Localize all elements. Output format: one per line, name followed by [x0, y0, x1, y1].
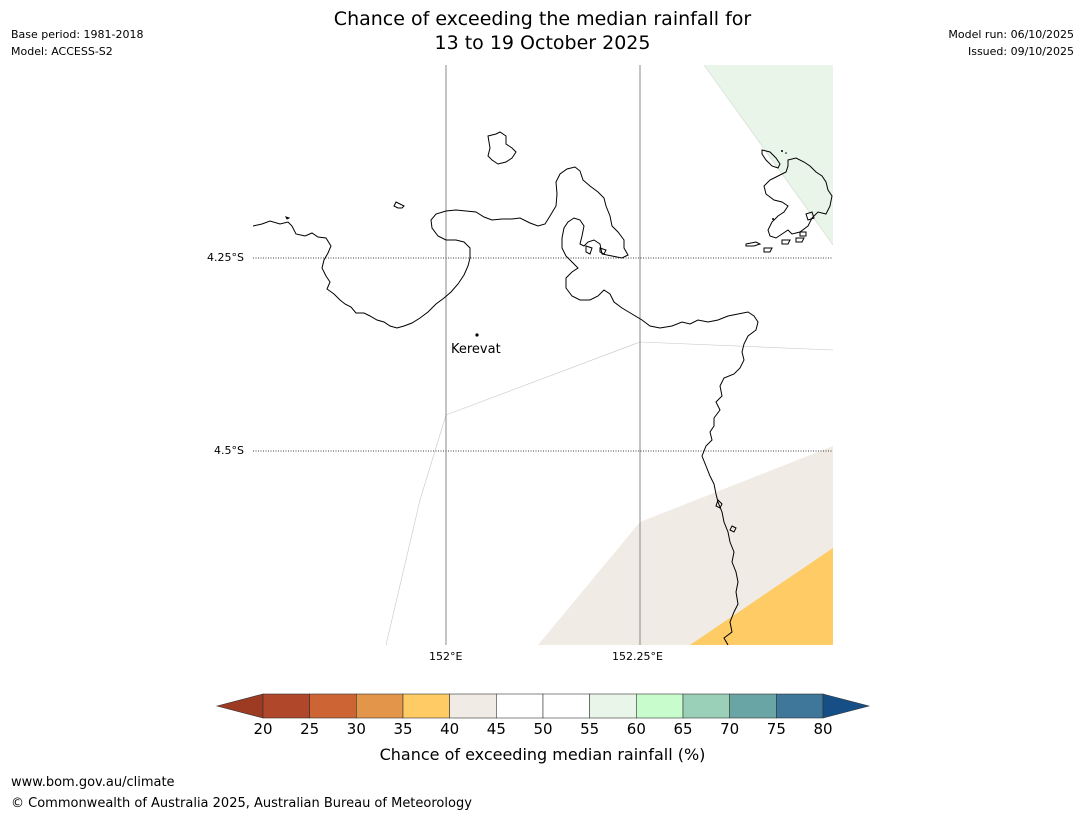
- colorbar-cell: [309, 693, 357, 719]
- model-run-text: Model run: 06/10/2025: [948, 28, 1074, 41]
- colorbar-cell: [636, 693, 684, 719]
- colorbar-tick-label: 25: [300, 720, 320, 738]
- colorbar-cell: [496, 693, 544, 719]
- region-35-40: [690, 548, 833, 645]
- coastline: [253, 131, 833, 645]
- region-edge: [703, 65, 833, 246]
- base-period-text: Base period: 1981-2018: [11, 28, 144, 41]
- colorbar-cell: [356, 693, 404, 719]
- title-line-2: 13 to 19 October 2025: [434, 32, 651, 54]
- kerevat-marker: [475, 333, 479, 337]
- lon-label-152: 152°E: [429, 650, 463, 663]
- colorbar: [215, 693, 871, 719]
- colorbar-tick-label: 35: [393, 720, 413, 738]
- colorbar-tick-label: 65: [673, 720, 693, 738]
- lat-label-4-5: 4.5°S: [214, 444, 244, 457]
- colorbar-cell: [776, 693, 824, 719]
- contour-line: [385, 414, 447, 645]
- map-title: Chance of exceeding the median rainfall …: [0, 7, 1085, 55]
- islet: [785, 152, 787, 154]
- colorbar-tick-label: 40: [440, 720, 460, 738]
- footer-url[interactable]: www.bom.gov.au/climate: [11, 775, 175, 790]
- colorbar-under-arrow: [215, 693, 264, 719]
- lat-label-4-25: 4.25°S: [207, 251, 244, 264]
- colorbar-cell: [262, 693, 310, 719]
- meta-right: Model run: 06/10/2025 Issued: 09/10/2025: [948, 26, 1074, 60]
- issued-text: Issued: 09/10/2025: [967, 45, 1074, 58]
- title-line-1: Chance of exceeding the median rainfall …: [333, 8, 752, 30]
- lon-label-152-25: 152.25°E: [612, 650, 663, 663]
- colorbar-over-arrow: [822, 693, 871, 719]
- colorbar-cell: [729, 693, 777, 719]
- region-40-45: [538, 446, 833, 645]
- colorbar-label: Chance of exceeding median rainfall (%): [379, 745, 706, 764]
- footer-copyright: © Commonwealth of Australia 2025, Austra…: [11, 796, 472, 811]
- model-text: Model: ACCESS-S2: [11, 45, 113, 58]
- colorbar-cell: [682, 693, 730, 719]
- colorbar-tick-label: 75: [766, 720, 786, 738]
- colorbar-tick-label: 60: [626, 720, 646, 738]
- colorbar-tick-label: 80: [813, 720, 833, 738]
- map-area: [253, 65, 833, 645]
- place-label-kerevat: Kerevat: [451, 342, 501, 357]
- colorbar-tick-label: 55: [580, 720, 600, 738]
- islet: [772, 218, 774, 220]
- colorbar-tick-label: 45: [486, 720, 506, 738]
- colorbar-tick-label: 20: [253, 720, 273, 738]
- colorbar-cell: [542, 693, 590, 719]
- colorbar-cell: [589, 693, 637, 719]
- colorbar-cell: [449, 693, 497, 719]
- meta-left: Base period: 1981-2018 Model: ACCESS-S2: [11, 26, 143, 60]
- colorbar-tick-label: 30: [346, 720, 366, 738]
- colorbar-tick-label: 70: [720, 720, 740, 738]
- colorbar-cell: [402, 693, 450, 719]
- islet: [781, 150, 783, 152]
- colorbar-tick-label: 50: [533, 720, 553, 738]
